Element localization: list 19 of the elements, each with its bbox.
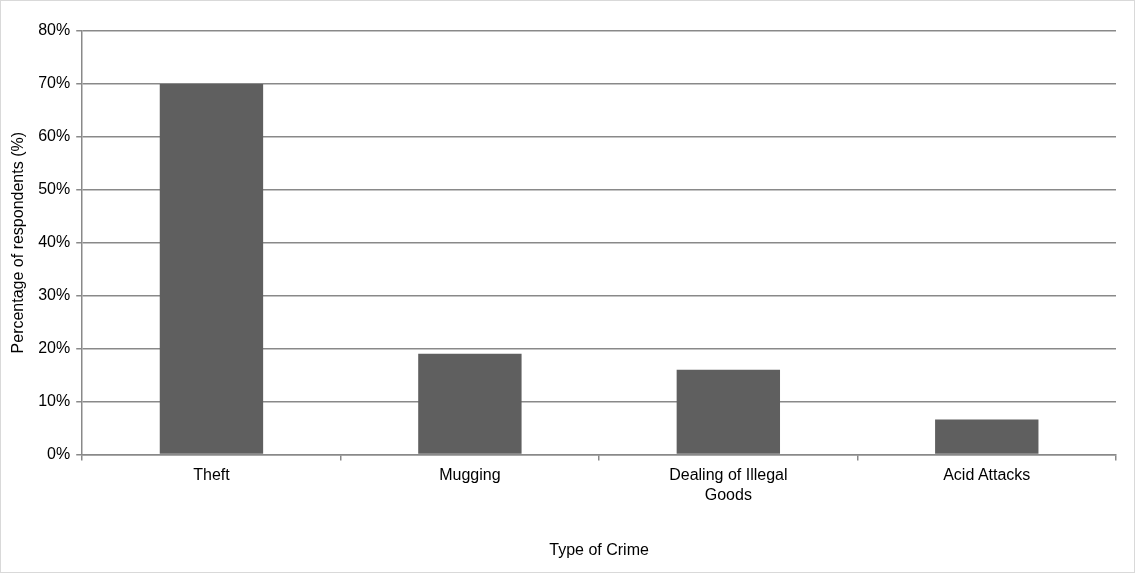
x-tick-label: Dealing of Illegal Goods	[669, 466, 788, 503]
x-tick-label: Mugging	[439, 466, 501, 484]
y-tick-label: 30%	[38, 286, 71, 304]
y-tick-label: 50%	[38, 180, 71, 198]
y-tick-label: 20%	[38, 338, 71, 356]
x-tick-label: Acid Attacks	[943, 466, 1031, 484]
y-tick-label: 0%	[47, 444, 71, 462]
x-axis-title: Type of Crime	[549, 540, 649, 558]
bar	[676, 369, 781, 454]
bar	[935, 419, 1039, 454]
y-axis-title: Percentage of respondents (%)	[9, 131, 27, 354]
x-tick-label: Theft	[193, 466, 231, 484]
y-tick-label: 10%	[38, 391, 71, 409]
bar	[418, 353, 522, 454]
y-tick-label: 40%	[38, 233, 71, 251]
y-tick-label: 60%	[38, 127, 71, 145]
bar	[159, 83, 264, 454]
y-tick-label: 80%	[38, 21, 71, 39]
y-tick-label: 70%	[38, 74, 71, 92]
